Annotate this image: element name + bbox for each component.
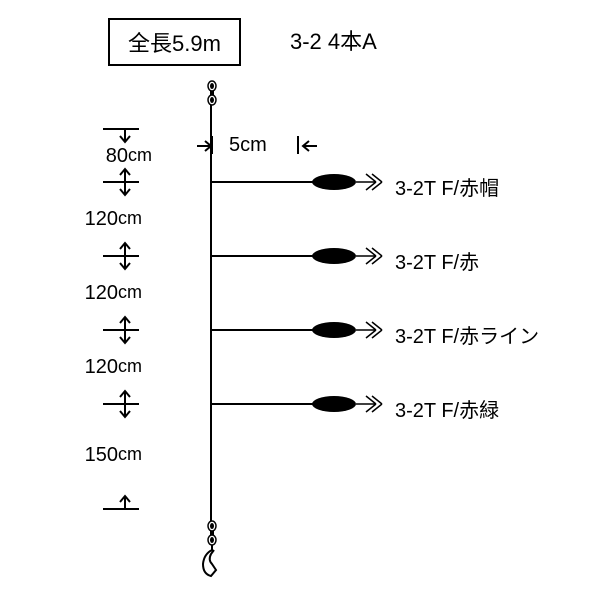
dim-value-3: 120 [85, 356, 118, 378]
title-box: 全長5.9m [108, 18, 241, 66]
dim-value-2: 120 [85, 282, 118, 304]
bottom-swivel-snap-icon [198, 520, 226, 585]
branch-length-label: 5cm [229, 134, 267, 157]
branch-line-3 [211, 403, 313, 405]
dim-arrow-2-down [118, 257, 132, 276]
dim-arrow-1-down [118, 183, 132, 202]
branch-line-2 [211, 329, 313, 331]
branch-line-1 [211, 255, 313, 257]
top-swivel-icon [204, 80, 220, 113]
dim-value-0: 80 [106, 145, 128, 167]
subtitle: 3-2 4本A [290, 24, 377, 56]
dim-label-1: 120cm [38, 208, 118, 231]
main-line [210, 105, 212, 521]
lure-icon-0 [310, 170, 390, 199]
dim-value-4: 150 [85, 444, 118, 466]
dim-label-2: 120cm [38, 282, 118, 305]
dim-value-1: 120 [85, 208, 118, 230]
h-dim-arrow-right [299, 139, 317, 157]
lure-icon-1 [310, 244, 390, 273]
lure-label-1: 3-2T F/赤 [395, 246, 479, 275]
dim-unit-3: cm [118, 356, 142, 377]
dim-unit-0: cm [128, 145, 152, 166]
lure-icon-3 [310, 392, 390, 421]
dim-label-3: 120cm [38, 356, 118, 379]
lure-label-2: 3-2T F/赤ライン [395, 320, 539, 349]
dim-arrow-5-up [118, 494, 132, 513]
branch-line-0 [211, 181, 313, 183]
lure-label-0: 3-2T F/赤帽 [395, 172, 499, 201]
dim-arrow-4-down [118, 405, 132, 424]
dim-unit-2: cm [118, 282, 142, 303]
dim-label-4: 150cm [38, 444, 118, 467]
h-dim-arrow-left [197, 139, 215, 157]
dim-unit-1: cm [118, 208, 142, 229]
lure-label-3: 3-2T F/赤緑 [395, 394, 499, 423]
lure-icon-2 [310, 318, 390, 347]
dim-arrow-3-down [118, 331, 132, 350]
dim-label-0: 80cm [48, 145, 128, 168]
dim-unit-4: cm [118, 444, 142, 465]
title-text: 全長5.9m [128, 31, 221, 56]
